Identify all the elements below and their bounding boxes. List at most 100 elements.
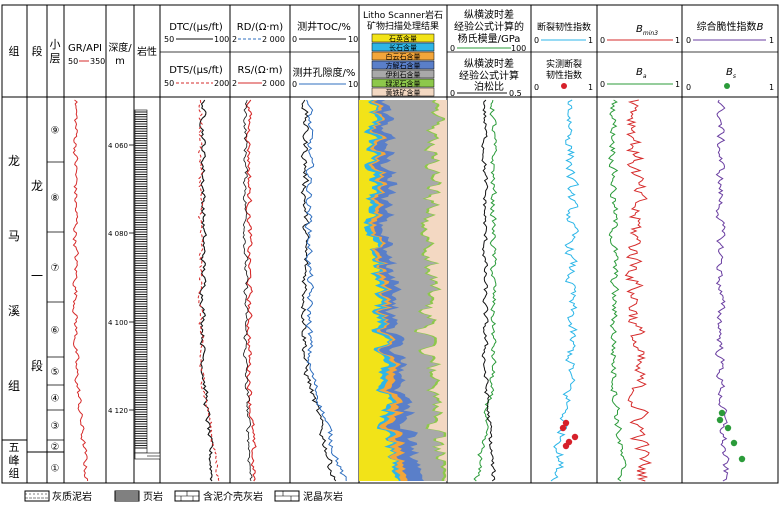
ls-area-quartz xyxy=(359,100,399,481)
sublayer-label-1: ⑧ xyxy=(51,193,60,204)
hdr-rd-label: RD/(Ω·m) xyxy=(237,22,283,33)
hdr-frac-meas-max: 1 xyxy=(588,83,593,92)
hdr-ym-1: 纵横波时差 xyxy=(464,8,514,21)
sublayer-label-2: ⑦ xyxy=(51,263,60,274)
log-curves xyxy=(72,99,746,482)
hdr-group: 组 xyxy=(9,44,20,58)
sublayer-label-6: ③ xyxy=(51,421,60,432)
bs-point-3 xyxy=(738,455,746,463)
hdr-ym-min: 0 xyxy=(450,44,455,53)
rd-curve xyxy=(245,99,257,482)
hdr-section: 段 xyxy=(32,44,43,58)
sublayer-label-0: ⑨ xyxy=(51,126,60,137)
hdr-dts-min: 50 xyxy=(164,79,174,88)
depth-track: 4 060 4 080 4 100 4 120 xyxy=(108,142,134,415)
hdr-lithology: 岩性 xyxy=(137,45,157,58)
bs-point-0 xyxy=(718,409,726,417)
legend-swatch-marl xyxy=(24,490,50,502)
frac-meas-point-0 xyxy=(562,419,570,427)
hdr-bmin-label: Bmin3 xyxy=(636,24,658,37)
hdr-frac-max: 1 xyxy=(588,36,593,45)
ls-legend-label-4: 伊利石含量 xyxy=(386,70,421,79)
frac-meas-point-2 xyxy=(571,433,579,441)
litho-shale-column xyxy=(134,109,148,454)
depth-label-3: 4 120 xyxy=(108,407,128,415)
rs-curve xyxy=(242,99,253,482)
ls-legend-label-3: 方解石含量 xyxy=(386,61,421,70)
ls-legend-label-5: 绿泥石含量 xyxy=(386,79,421,88)
hdr-pr-min: 0 xyxy=(450,89,455,98)
hdr-dts-max: 200 xyxy=(214,79,229,88)
hdr-bi-min: 0 xyxy=(686,36,691,45)
hdr-bs-min: 0 xyxy=(686,83,691,92)
hdr-b-max: 1 xyxy=(675,36,680,45)
hdr-bi-title: 综合脆性指数B xyxy=(697,20,764,33)
hdr-pr-2: 经验公式计算 xyxy=(459,69,519,82)
hdr-frac-meas-min: 0 xyxy=(534,83,539,92)
ls-legend-swatch-3 xyxy=(371,60,435,70)
sublayer-label-5: ④ xyxy=(51,394,60,405)
hdr-bs-max: 1 xyxy=(769,83,774,92)
hdr-depth-unit: m xyxy=(115,56,125,67)
hdr-rs-label: RS/(Ω·m) xyxy=(237,65,282,76)
hdr-gr-min: 50 xyxy=(68,57,78,66)
bs-point-4 xyxy=(716,416,724,424)
ls-legend-swatch-1 xyxy=(371,42,435,52)
hdr-rs-max: 2 000 xyxy=(262,79,285,88)
ls-legend-swatch-0 xyxy=(371,33,435,43)
lithology-track xyxy=(134,109,161,460)
hdr-por-max: 10 xyxy=(348,80,358,89)
hdr-ym-3: 杨氏模量/GPa xyxy=(458,32,521,45)
sublayer-label-3: ⑥ xyxy=(51,326,60,337)
hdr-rd-max: 2 000 xyxy=(262,35,285,44)
hdr-gr-max: 350 xyxy=(90,57,105,66)
ls-legend-label-1: 长石含量 xyxy=(389,43,417,52)
hdr-sublayer-1: 小 xyxy=(50,38,61,51)
dtc-curve xyxy=(199,99,214,482)
frac-curve xyxy=(550,99,580,482)
hdr-por-label: 测井孔隙度/% xyxy=(293,66,356,79)
depth-label-0: 4 060 xyxy=(108,142,128,150)
hdr-pr-3: 泊松比 xyxy=(474,80,504,93)
hdr-rs-min: 2 xyxy=(232,79,237,88)
sublayer-label-4: ⑤ xyxy=(51,367,60,378)
hdr-por-min: 0 xyxy=(292,80,297,89)
legend-swatch-shale xyxy=(114,490,140,502)
hdr-ba-max: 1 xyxy=(675,80,680,89)
group-char-1: 龙 xyxy=(8,154,20,168)
hdr-gr-label: GR/API xyxy=(68,43,102,54)
legend-label-shelly: 含泥介壳灰岩 xyxy=(203,490,263,503)
hdr-depth-label: 深度/ xyxy=(108,41,132,54)
ls-legend-swatch-4 xyxy=(371,69,435,79)
hdr-frac-meas-dot xyxy=(561,83,567,89)
group-lower-3: 组 xyxy=(9,466,20,480)
hdr-dtc-max: 100 xyxy=(214,35,229,44)
toc-curve xyxy=(300,99,337,482)
hdr-pr-1: 纵横波时差 xyxy=(464,57,514,70)
frac-meas-point-1 xyxy=(559,424,567,432)
frac-meas-point-4 xyxy=(562,442,570,450)
hdr-bi-max: 1 xyxy=(769,36,774,45)
hdr-dts-label: DTS/(μs/ft) xyxy=(169,65,223,76)
hdr-bs-label: Bs xyxy=(726,67,736,80)
ls-legend-label-2: 白云石含量 xyxy=(386,52,421,61)
ls-legend-swatch-6 xyxy=(371,87,435,97)
bs-point-1 xyxy=(724,424,732,432)
figure-frame xyxy=(1,4,779,484)
sublayer-column: ⑨ ⑧ ⑦ ⑥ ⑤ ④ ③ ② ① xyxy=(47,126,64,475)
bmin-curve xyxy=(624,99,653,482)
hdr-ba-min: 0 xyxy=(600,80,605,89)
hdr-frac-title: 断裂韧性指数 xyxy=(537,21,591,33)
hdr-frac-min: 0 xyxy=(534,36,539,45)
section-char-1: 龙 xyxy=(31,179,43,193)
group-char-4: 组 xyxy=(8,379,20,393)
hdr-ba-label: Ba xyxy=(636,67,647,80)
legend-label-marl: 灰质泥岩 xyxy=(52,490,92,503)
hdr-toc-min: 0 xyxy=(292,35,297,44)
hdr-frac-meas-1: 实测断裂 xyxy=(546,58,582,70)
hdr-ym-2: 经验公式计算的 xyxy=(454,20,524,33)
hdr-rd-min: 2 xyxy=(232,35,237,44)
hdr-dtc-min: 50 xyxy=(164,35,174,44)
